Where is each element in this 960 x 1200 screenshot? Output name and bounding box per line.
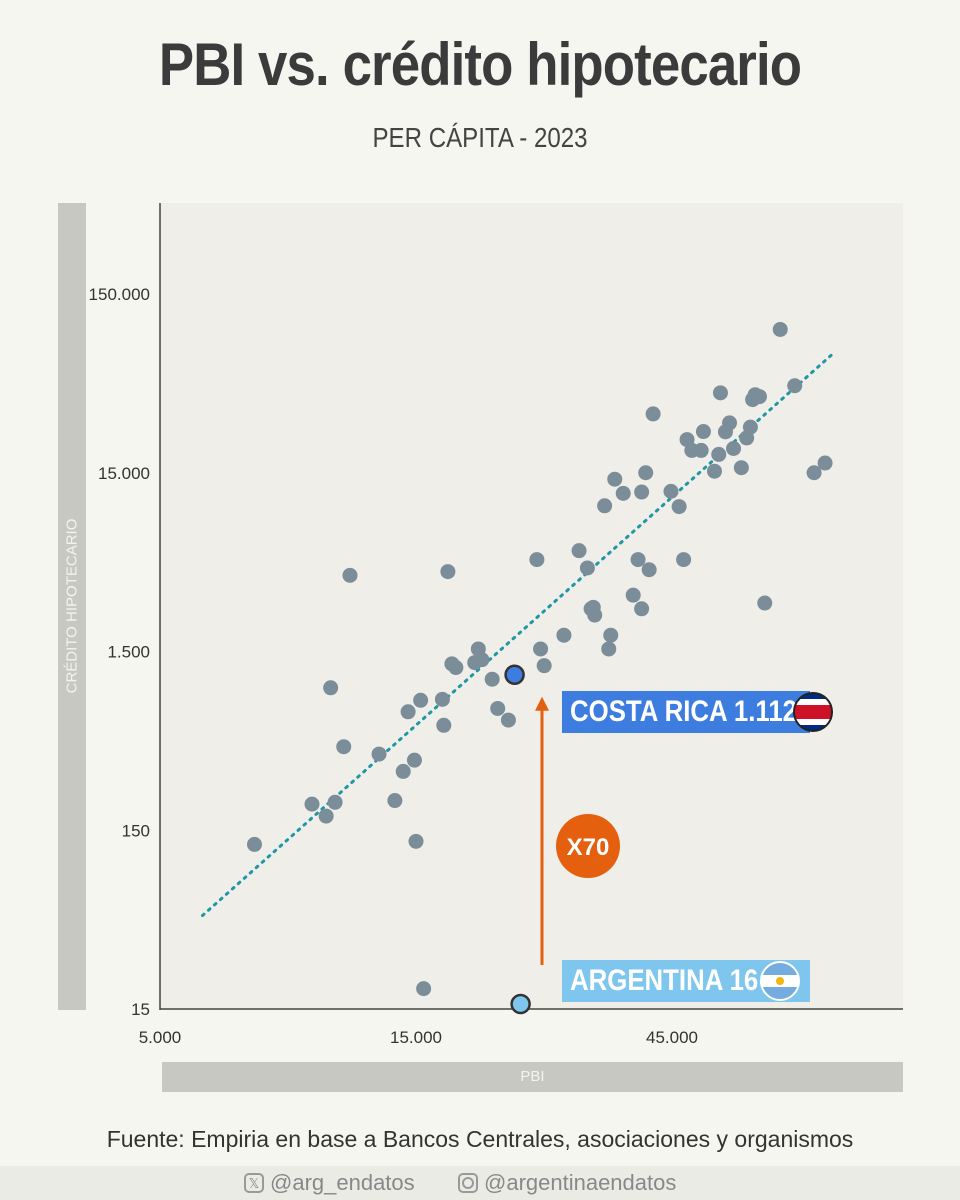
data-point xyxy=(634,484,650,500)
data-point xyxy=(440,564,456,580)
footer-bar xyxy=(0,1166,960,1200)
trendline xyxy=(200,351,836,918)
argentina-label: ARGENTINA xyxy=(570,964,723,997)
data-point xyxy=(817,455,833,471)
data-point xyxy=(757,595,773,611)
chart-title: PBI vs. crédito hipotecario xyxy=(158,31,802,98)
x-axis-label: PBI xyxy=(520,1068,545,1085)
data-point xyxy=(671,499,687,515)
y-axis-label-bar xyxy=(58,203,86,1010)
data-point xyxy=(806,465,822,481)
data-point xyxy=(706,463,722,479)
data-point xyxy=(695,424,711,440)
data-point xyxy=(323,680,339,696)
argentina-callout: ARGENTINA 16 xyxy=(562,960,810,1002)
data-point xyxy=(336,739,352,755)
data-point xyxy=(579,560,595,576)
data-point xyxy=(742,419,758,435)
y-tick-label: 15.000 xyxy=(98,464,150,483)
data-point xyxy=(733,460,749,476)
data-point xyxy=(413,692,429,708)
data-point xyxy=(246,836,262,852)
data-point xyxy=(406,752,422,768)
data-point xyxy=(408,833,424,849)
arrow-head-icon xyxy=(535,696,549,711)
instagram-icon xyxy=(458,1173,478,1193)
data-point xyxy=(726,441,742,457)
data-point xyxy=(585,599,601,615)
data-point xyxy=(711,446,727,462)
data-point xyxy=(645,406,661,422)
data-point xyxy=(304,796,320,812)
data-point xyxy=(751,389,767,405)
data-point xyxy=(615,485,631,501)
x-tick-label: 15.000 xyxy=(390,1028,442,1047)
data-point xyxy=(327,794,343,810)
data-point xyxy=(448,660,464,676)
data-point xyxy=(676,552,692,568)
data-point xyxy=(536,658,552,674)
data-point xyxy=(603,627,619,643)
data-point xyxy=(556,627,572,643)
x-tick-label: 45.000 xyxy=(646,1028,698,1047)
data-point xyxy=(693,442,709,458)
data-point xyxy=(342,567,358,583)
y-tick-label: 15 xyxy=(131,1000,150,1019)
data-point xyxy=(663,483,679,499)
plot-area xyxy=(160,203,903,1009)
data-point xyxy=(500,712,516,728)
data-point xyxy=(630,552,646,568)
data-point xyxy=(722,415,738,431)
data-point xyxy=(597,498,613,514)
costa-rica-value: 1.112 xyxy=(733,695,798,728)
data-point xyxy=(601,641,617,657)
data-point xyxy=(434,691,450,707)
x-social[interactable]: 𝕏 @arg_endatos xyxy=(244,1166,415,1200)
data-point xyxy=(772,321,788,337)
costa-rica-callout: COSTA RICA 1.112 xyxy=(562,691,810,733)
data-point xyxy=(638,465,654,481)
data-point xyxy=(416,981,432,997)
y-tick-label: 150.000 xyxy=(89,285,150,304)
x-tick-label: 5.000 xyxy=(139,1028,182,1047)
x-logo-icon: 𝕏 xyxy=(244,1173,264,1193)
y-tick-label: 150 xyxy=(122,821,150,840)
data-point xyxy=(400,704,416,720)
data-point xyxy=(490,700,506,716)
data-point xyxy=(395,763,411,779)
y-tick-label: 1.500 xyxy=(107,643,150,662)
data-point xyxy=(387,793,403,809)
data-point xyxy=(607,471,623,487)
data-point xyxy=(787,378,803,394)
argentina-value: 16 xyxy=(729,964,759,997)
multiplier-badge xyxy=(556,814,620,878)
multiplier-label: X70 xyxy=(567,834,610,861)
data-point xyxy=(529,552,545,568)
data-point xyxy=(533,641,549,657)
instagram-handle: @argentinaendatos xyxy=(484,1170,677,1195)
costa-rica-label: COSTA RICA xyxy=(570,695,727,728)
instagram-social[interactable]: @argentinaendatos xyxy=(458,1166,676,1200)
data-point xyxy=(371,746,387,762)
data-point xyxy=(634,601,650,617)
argentina-point xyxy=(510,993,531,1015)
data-point xyxy=(571,543,587,559)
data-point xyxy=(484,671,500,687)
data-point xyxy=(625,587,641,603)
data-point xyxy=(318,808,334,824)
data-point xyxy=(712,385,728,401)
data-point xyxy=(436,717,452,733)
data-point xyxy=(641,562,657,578)
costa-rica-point xyxy=(504,664,525,685)
data-point xyxy=(474,652,490,668)
x-axis-label-bar: PBI xyxy=(162,1062,903,1092)
x-handle: @arg_endatos xyxy=(270,1170,415,1195)
source-note: Fuente: Empiria en base a Bancos Central… xyxy=(106,1126,854,1152)
chart-subtitle: PER CÁPITA - 2023 xyxy=(372,122,588,153)
